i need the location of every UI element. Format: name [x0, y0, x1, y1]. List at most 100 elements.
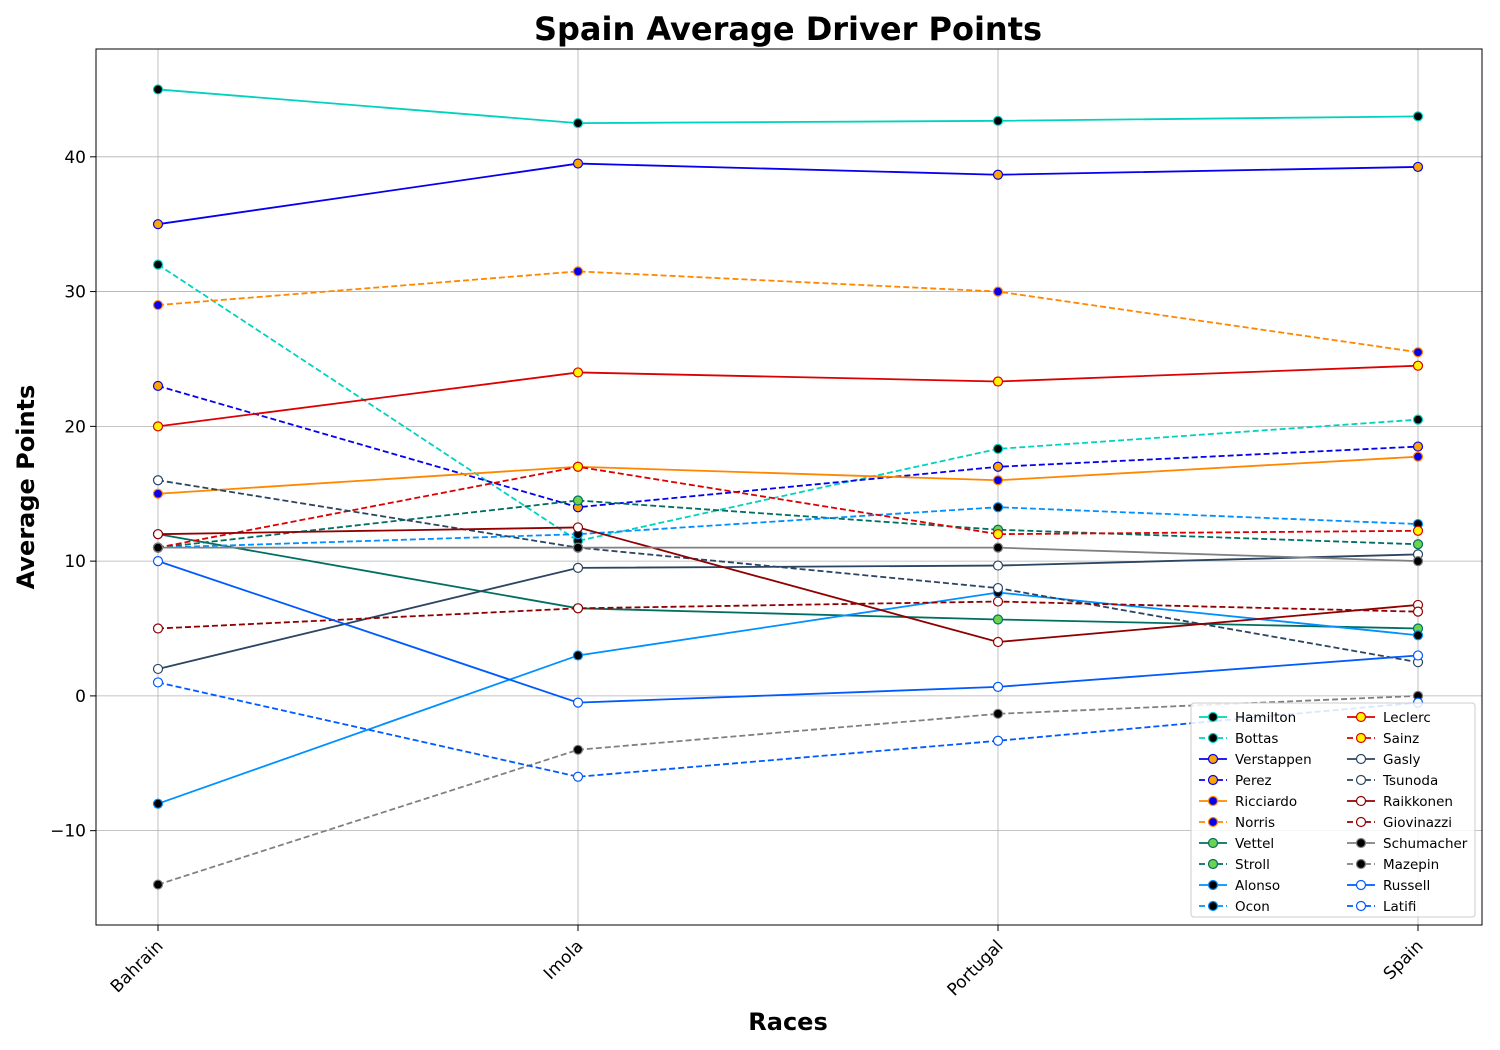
y-tick-label: 10 [64, 552, 86, 572]
legend-item: Hamilton [1199, 710, 1296, 726]
series-line [157, 263, 1419, 542]
data-point [572, 266, 584, 277]
x-axis-label: Races [748, 1008, 827, 1036]
legend-marker [1207, 837, 1219, 849]
series-gasly [152, 549, 1424, 675]
data-point [992, 461, 1004, 472]
legend-label: Russell [1383, 878, 1430, 894]
chart-title: Spain Average Driver Points [534, 10, 1042, 48]
legend-label: Bottas [1235, 731, 1278, 747]
x-axis-ticks: Bahrain Imola Portugal Spain [107, 925, 1428, 1000]
series-line [157, 270, 1419, 354]
data-point [572, 744, 584, 755]
data-point [152, 488, 164, 499]
legend-item: Norris [1199, 815, 1275, 831]
data-point [152, 380, 164, 392]
legend-item: Leclerc [1347, 710, 1431, 726]
series-line [157, 591, 1419, 805]
legend-label: Tsunoda [1382, 773, 1438, 789]
data-point [992, 582, 1004, 594]
y-tick-label: 20 [64, 417, 86, 437]
data-point [992, 636, 1004, 648]
data-point [1412, 161, 1424, 173]
x-tick-label: Spain [1380, 936, 1428, 984]
data-point [152, 421, 164, 432]
legend-label: Norris [1235, 815, 1275, 831]
series-layer [152, 84, 1424, 890]
legend-marker [1207, 711, 1219, 723]
series-vettel [152, 529, 1424, 634]
data-point [992, 560, 1004, 571]
legend-label: Ocon [1235, 899, 1270, 915]
data-point [572, 542, 584, 553]
legend-marker [1355, 795, 1367, 807]
legend-marker [1207, 879, 1219, 891]
data-point [152, 475, 164, 486]
legend-item: Gasly [1347, 752, 1421, 768]
legend-marker [1355, 816, 1367, 828]
series-sainz [152, 461, 1424, 553]
y-tick-label: −10 [50, 822, 86, 842]
legend-marker [1207, 774, 1219, 786]
data-point [572, 495, 584, 506]
legend-item: Giovinazzi [1347, 815, 1452, 831]
legend-label: Stroll [1235, 857, 1270, 873]
data-point [992, 169, 1004, 180]
data-point [992, 529, 1004, 540]
data-point [572, 367, 584, 378]
data-point [152, 259, 164, 270]
series-line [157, 600, 1419, 630]
legend-marker [1207, 900, 1219, 912]
data-point [1412, 360, 1424, 371]
data-point [152, 299, 164, 311]
y-axis-ticks: −10 0 10 20 30 40 [50, 148, 96, 842]
legend-label: Latifi [1383, 899, 1416, 915]
data-point [992, 443, 1004, 454]
data-point [992, 376, 1004, 387]
legend-label: Schumacher [1383, 836, 1468, 852]
data-point [152, 556, 164, 567]
series-leclerc [152, 360, 1424, 432]
series-hamilton [152, 84, 1424, 129]
legend-item: Verstappen [1199, 752, 1312, 768]
series-ricciardo [152, 451, 1424, 499]
series-line [157, 88, 1419, 125]
data-point [1412, 414, 1424, 425]
legend-label: Ricciardo [1235, 794, 1297, 810]
legend-marker [1355, 774, 1367, 786]
legend-item: Tsunoda [1347, 773, 1438, 789]
series-stroll [152, 495, 1424, 553]
data-point [572, 697, 584, 708]
data-point [992, 542, 1004, 553]
series-line [157, 479, 1419, 664]
legend-label: Giovinazzi [1383, 815, 1452, 831]
data-point [572, 158, 584, 169]
x-tick-label: Portugal [944, 936, 1008, 1000]
legend-item: Schumacher [1347, 836, 1468, 852]
data-point [1412, 441, 1424, 452]
plot-frame [95, 48, 1483, 926]
data-point [572, 522, 584, 533]
x-tick-label: Bahrain [107, 936, 168, 997]
legend-item: Sainz [1347, 731, 1419, 747]
data-point [572, 461, 584, 472]
data-point [572, 603, 584, 614]
legend-label: Verstappen [1235, 752, 1312, 768]
series-tsunoda [152, 475, 1424, 668]
series-raikkonen [152, 522, 1424, 648]
data-point [992, 475, 1004, 486]
series-line [157, 455, 1419, 495]
series-giovinazzi [152, 596, 1424, 634]
data-point [992, 596, 1004, 607]
data-point [992, 115, 1004, 126]
data-point [152, 663, 164, 675]
data-point [152, 219, 164, 230]
series-ocon [152, 502, 1424, 553]
legend-label: Alonso [1235, 878, 1280, 894]
legend: Hamilton Bottas Verstappen Perez Ricciardo No… [1190, 702, 1476, 918]
data-point [152, 542, 164, 553]
legend-item: Bottas [1199, 731, 1278, 747]
series-line [157, 499, 1419, 549]
data-point [1412, 347, 1424, 358]
data-point [992, 735, 1004, 746]
